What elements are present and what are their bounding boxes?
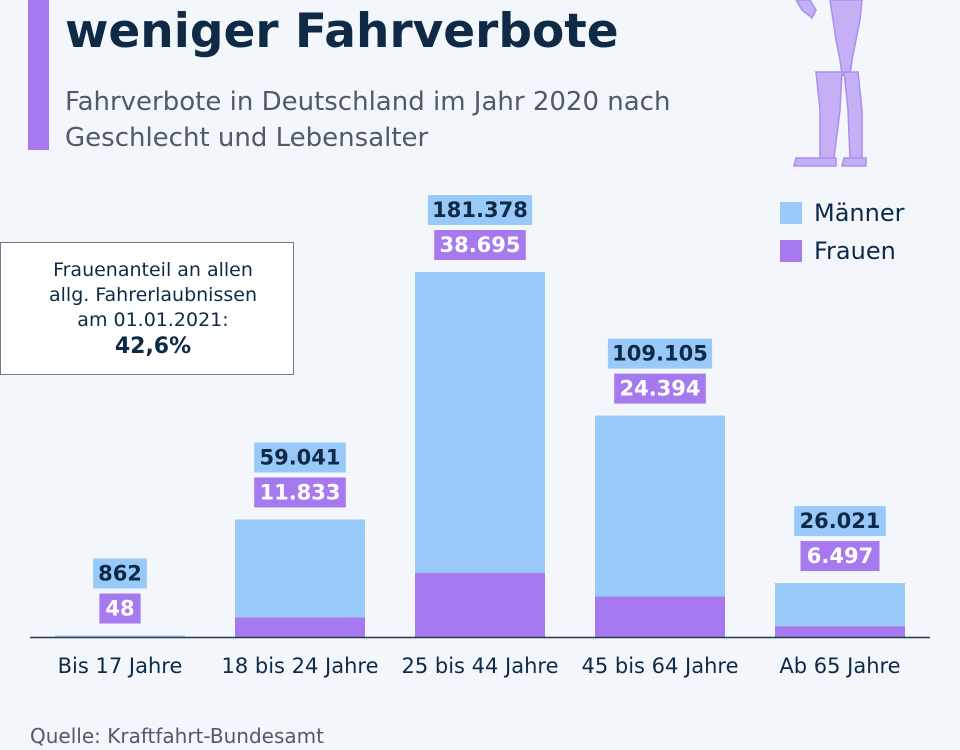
source-note: Quelle: Kraftfahrt-Bundesamt (30, 724, 324, 748)
bar-chart: 862 48 Bis 17 Jahre 59.041 11.833 18 bis 24 J… (30, 195, 930, 678)
bar-frauen (235, 617, 365, 637)
data-label-frauen: 11.833 (259, 480, 340, 504)
page-title: weniger Fahrverbote (65, 4, 619, 59)
title-accent-bar (28, 0, 49, 150)
data-label-frauen: 48 (105, 596, 134, 620)
data-label-frauen: 38.695 (439, 233, 520, 257)
data-label-maenner-bg (794, 506, 886, 537)
bar-maenner (595, 415, 725, 597)
x-tick-label: 18 bis 24 Jahre (221, 654, 378, 678)
data-label-frauen-bg (99, 593, 141, 624)
data-label-maenner-bg (254, 442, 346, 473)
bar-maenner (775, 583, 905, 627)
data-label-maenner: 59.041 (259, 445, 340, 469)
legend-swatch-maenner (780, 202, 802, 224)
data-label-frauen-bg (614, 373, 706, 404)
data-label-maenner: 109.105 (612, 342, 708, 366)
bar-maenner (235, 519, 365, 618)
bar-frauen (595, 596, 725, 637)
bar-maenner (55, 635, 185, 637)
person-silhouette-icon (793, 0, 867, 167)
x-tick-label: Ab 65 Jahre (779, 654, 900, 678)
bar-frauen (415, 572, 545, 637)
page-subtitle: Fahrverbote in Deutschland im Jahr 2020 … (65, 87, 671, 153)
data-label-frauen-bg (434, 230, 526, 260)
data-label-maenner-bg (607, 338, 713, 369)
x-tick-label: Bis 17 Jahre (58, 654, 183, 678)
legend-item-maenner: Männer (780, 194, 904, 232)
data-label-maenner-bg (427, 195, 533, 225)
bar-maenner (415, 272, 545, 573)
data-label-maenner: 862 (98, 561, 142, 585)
info-box-value: 42,6% (114, 334, 192, 359)
bar-frauen (775, 626, 905, 637)
chart-legend: Männer Frauen (780, 194, 904, 270)
x-tick-label: 25 bis 44 Jahre (401, 654, 558, 678)
data-label-maenner: 26.021 (799, 509, 880, 533)
data-label-maenner-bg (93, 558, 147, 589)
legend-label-maenner: Männer (814, 199, 905, 227)
info-box-text: Frauenanteil an allen allg. Fahrerlaubni… (49, 259, 257, 331)
data-label-frauen: 24.394 (619, 377, 700, 401)
legend-item-frauen: Frauen (780, 232, 904, 270)
legend-swatch-frauen (780, 240, 802, 262)
data-label-maenner: 181.378 (432, 198, 528, 222)
x-tick-label: 45 bis 64 Jahre (581, 654, 738, 678)
legend-label-frauen: Frauen (814, 237, 896, 265)
data-label-frauen: 6.497 (807, 544, 873, 568)
data-label-frauen-bg (254, 477, 346, 508)
info-box: Frauenanteil an allen allg. Fahrerlaubni… (0, 242, 294, 375)
data-label-frauen-bg (800, 541, 880, 572)
